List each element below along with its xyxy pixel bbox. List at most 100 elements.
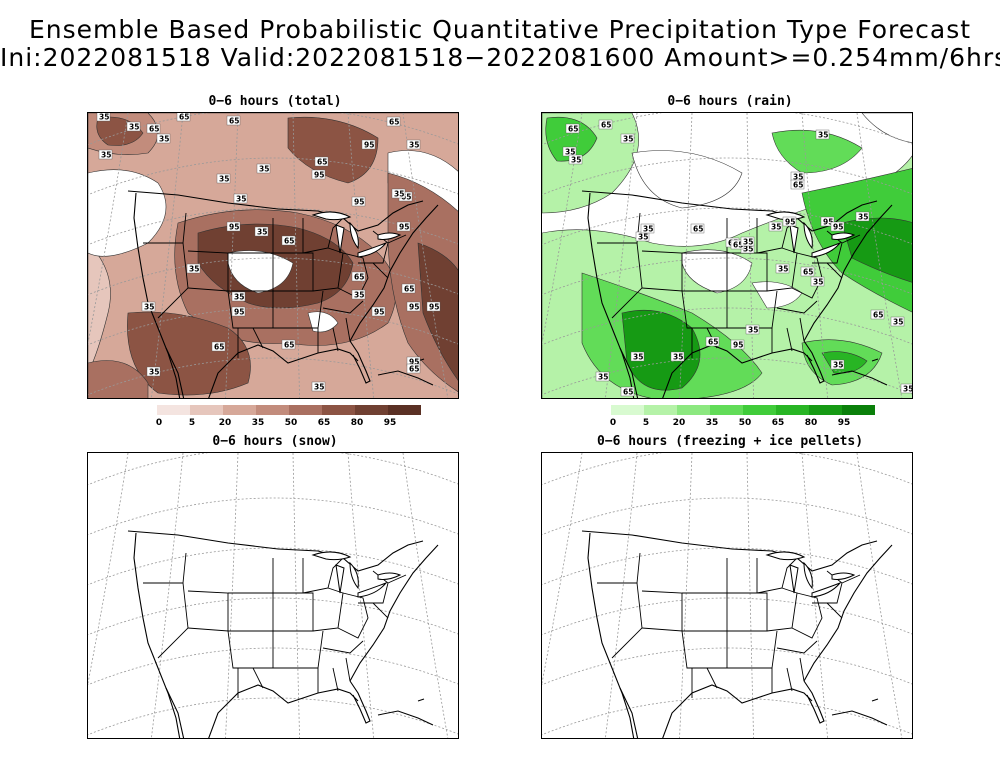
svg-text:35: 35 [743,238,753,247]
contour-label: 65 [790,179,805,190]
caribbean-islands [831,698,888,726]
contour-label: 35 [216,173,231,184]
contour-label: 35 [595,371,610,382]
contour-label: 35 [256,163,271,174]
svg-text:35: 35 [623,135,633,144]
map-outlines [581,530,893,738]
contour-label: 65 [620,386,635,397]
svg-text:35: 35 [813,278,823,287]
svg-text:95: 95 [409,358,419,367]
contour-label: 35 [568,154,583,165]
contour-label: 65 [565,123,580,134]
svg-text:65: 65 [568,125,578,134]
map-panel-rain: 6565353535353565359535959565356535653535… [541,112,913,399]
svg-text:35: 35 [643,225,653,234]
contour-label: 65 [406,363,421,374]
contour-label: 35 [890,316,905,327]
svg-text:35: 35 [638,233,648,242]
contour-label: 95 [371,306,386,317]
contour-label: 95 [396,221,411,232]
svg-text:35: 35 [771,223,781,232]
svg-text:35: 35 [259,165,269,174]
svg-text:35: 35 [673,353,683,362]
colorbar-rain [611,405,875,415]
svg-text:95: 95 [364,141,374,150]
colorbar-swatch [776,405,809,415]
contour-label: 65 [386,116,401,127]
svg-text:95: 95 [733,341,743,350]
colorbar-tick-label: 5 [642,418,650,428]
contour-label: 65 [351,271,366,282]
contour-label: 95 [730,339,745,350]
svg-text:65: 65 [404,285,414,294]
contour-label: 35 [740,236,755,247]
svg-text:35: 35 [598,373,608,382]
contour-label: 65 [281,235,296,246]
contour-label: 35 [810,276,825,287]
colorbar-swatch [322,405,355,415]
svg-text:35: 35 [565,148,575,157]
contour-label: 35 [96,113,111,122]
contour-label: 35 [620,133,635,144]
colorbar-swatch [355,405,388,415]
svg-text:65: 65 [389,118,399,127]
svg-text:95: 95 [823,218,833,227]
contour-label: 95 [351,196,366,207]
colorbar-swatch [677,405,710,415]
contour-label: 95 [782,216,797,227]
svg-text:65: 65 [354,273,364,282]
contour-label: 35 [351,289,366,300]
svg-text:65: 65 [803,268,813,277]
contour-label: 95 [361,139,376,150]
svg-text:35: 35 [159,135,169,144]
colorbar-swatch [809,405,842,415]
contour-label: 95 [231,306,246,317]
colorbar-swatch [611,405,644,415]
panel-title-snow: 0−6 hours (snow) [212,434,338,449]
svg-text:35: 35 [101,151,111,160]
state-boundaries [597,552,861,698]
main-title-line1: Ensemble Based Probabilistic Quantitativ… [28,15,972,44]
contour-label: 35 [815,129,830,140]
svg-text:95: 95 [374,308,384,317]
contour-label: 65 [211,341,226,352]
main-title-line2: Ini:2022081518 Valid:2022081518−20220816… [0,43,1000,72]
contour-label: 65 [226,115,241,126]
svg-text:35: 35 [149,368,159,377]
probability-shading [542,113,912,398]
contour-label: 35 [855,211,870,222]
colorbar-swatch [256,405,289,415]
colorbar-tick-label: 20 [218,418,232,428]
contour-label: 95 [426,301,441,312]
svg-text:35: 35 [99,113,109,122]
svg-text:65: 65 [214,343,224,352]
colorbar-tick-label: 65 [771,418,785,428]
svg-text:35: 35 [234,293,244,302]
graticule [542,453,912,738]
colorbar-swatch [190,405,223,415]
contour-label: 65 [401,283,416,294]
panel-title-rain: 0−6 hours (rain) [667,94,793,109]
contour-label: 65 [146,123,161,134]
svg-text:65: 65 [179,113,189,122]
contour-label: 35 [900,383,912,394]
svg-text:95: 95 [785,218,795,227]
svg-text:65: 65 [693,225,703,234]
svg-text:95: 95 [429,303,439,312]
contour-label: 65 [176,113,191,122]
svg-text:95: 95 [354,198,364,207]
contour-label: 95 [830,221,845,232]
colorbar-tick-label: 35 [705,418,719,428]
svg-text:65: 65 [601,121,611,130]
svg-text:95: 95 [234,308,244,317]
svg-text:35: 35 [858,213,868,222]
colorbar-tick-label: 65 [317,418,331,428]
contour-label: 35 [233,193,248,204]
colorbar-tick-label: 95 [837,418,851,428]
svg-text:35: 35 [144,303,154,312]
contour-label: 65 [598,119,613,130]
colorbar-swatch [644,405,677,415]
map-panel-freezing [541,452,913,739]
contour-label: 65 [281,339,296,350]
colorbar-tick-label: 35 [251,418,265,428]
